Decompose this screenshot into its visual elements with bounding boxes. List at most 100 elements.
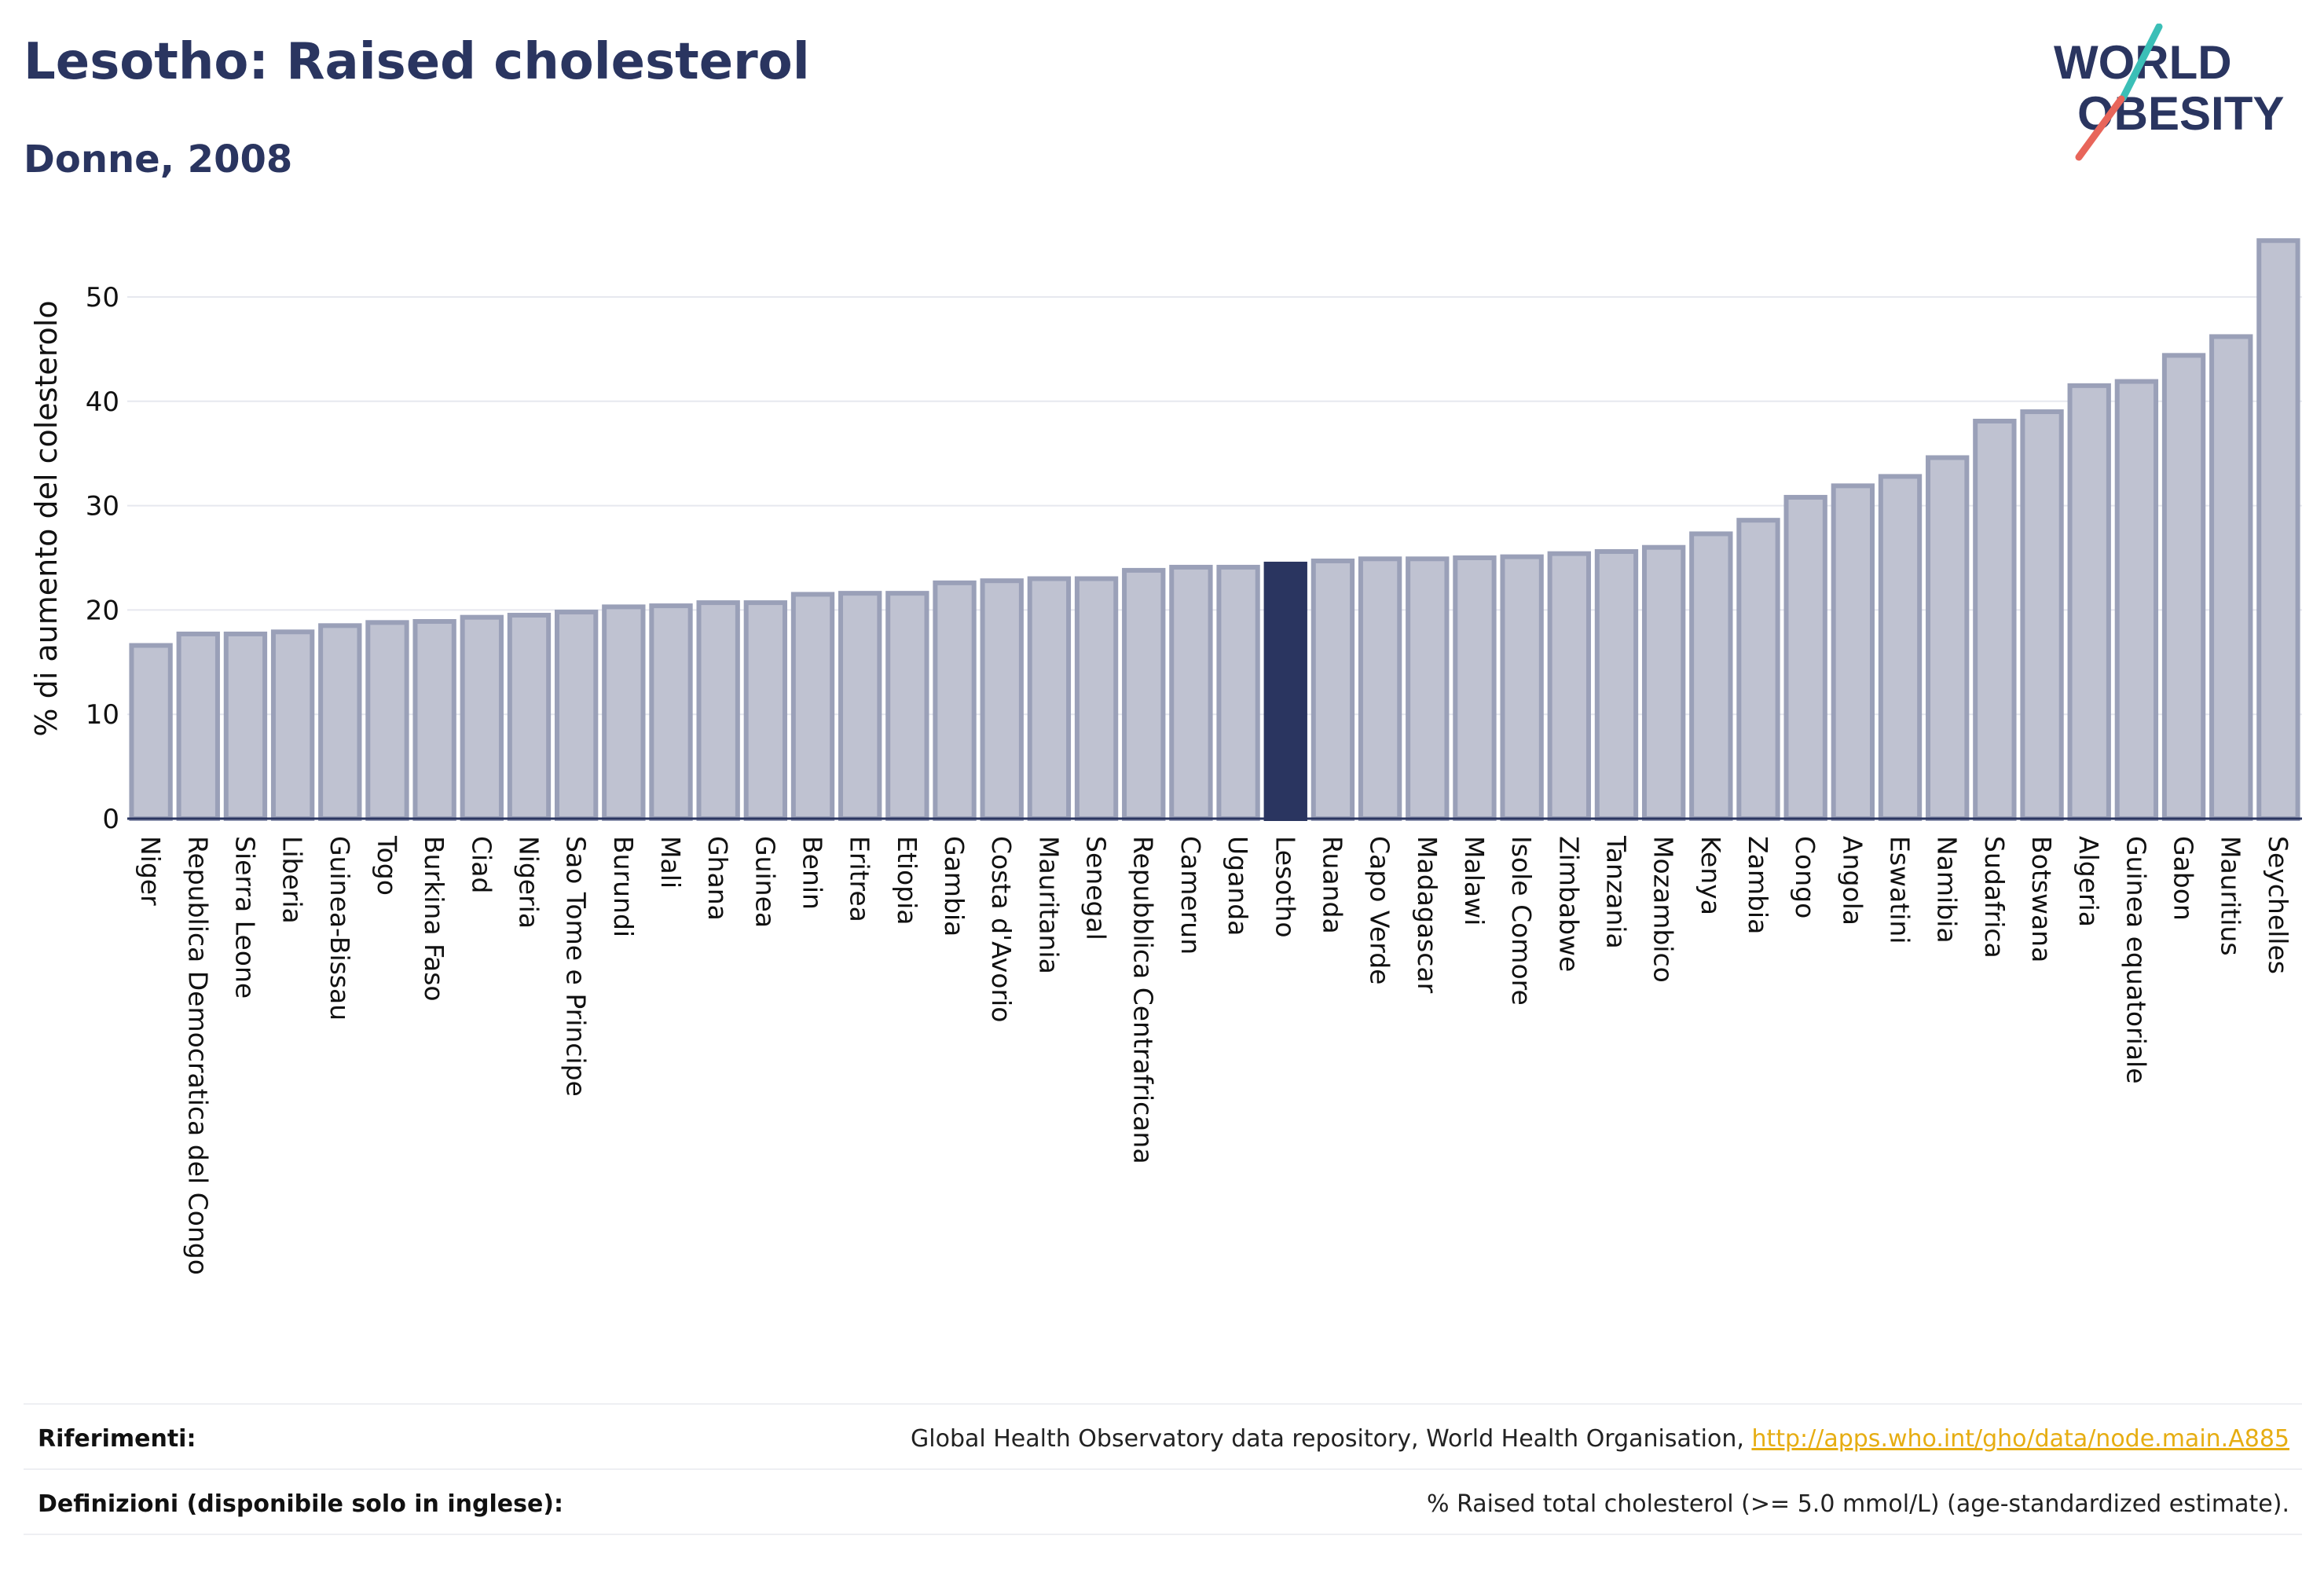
bar-lesotho[interactable] — [1263, 561, 1307, 821]
bar-madagascar[interactable] — [1406, 556, 1450, 822]
bar-guinea-equatoriale[interactable] — [2114, 379, 2159, 822]
bar-botswana[interactable] — [2020, 409, 2064, 821]
x-axis-labels: Niger Republica Democratica del Congo Sier… — [135, 835, 2293, 1275]
bar-mali[interactable] — [649, 603, 693, 821]
x-tick-label: Malawi — [1459, 836, 1490, 925]
x-tick-label: Tanzania — [1600, 835, 1631, 949]
chart-subtitle: Donne, 2008 — [24, 137, 293, 181]
x-tick-label: Costa d'Avorio — [986, 836, 1017, 1022]
bar-costa-d-avorio[interactable] — [980, 578, 1024, 821]
x-tick-label: Sierra Leone — [229, 836, 260, 999]
bar-seychelles[interactable] — [2256, 238, 2300, 821]
x-tick-label: Isole Comore — [1506, 836, 1537, 1006]
bar-ruanda[interactable] — [1310, 558, 1355, 821]
bar-burkina-faso[interactable] — [412, 618, 456, 822]
x-tick-label: Sudafrica — [1979, 836, 2010, 958]
bar-eritrea[interactable] — [838, 591, 882, 821]
x-tick-label: Mauritius — [2216, 836, 2246, 956]
bar-zimbabwe[interactable] — [1547, 551, 1591, 821]
bar-ghana[interactable] — [696, 600, 740, 821]
x-tick-label: Gambia — [939, 836, 970, 936]
y-tick-label: 0 — [102, 804, 119, 835]
x-tick-label: Liberia — [277, 836, 308, 924]
logo-slash-teal — [2119, 24, 2163, 102]
x-tick-label: Guinea equatoriale — [2121, 836, 2151, 1084]
x-tick-label: Burkina Faso — [419, 836, 449, 1002]
bar-isole-comore[interactable] — [1500, 554, 1544, 821]
x-tick-label: Ghana — [702, 836, 733, 921]
bar-sierra-leone[interactable] — [223, 631, 268, 821]
chart-title: Lesotho: Raised cholesterol — [24, 33, 810, 91]
x-tick-label: Kenya — [1695, 836, 1726, 915]
bar-chart: 0 10 20 30 40 50 Niger Republica Democratica d… — [29, 238, 2302, 1275]
references-value: Global Health Observatory data repositor… — [911, 1425, 2289, 1453]
x-tick-label: Congo — [1790, 836, 1820, 918]
bar-ciad[interactable] — [460, 614, 504, 821]
x-tick-label: Lesotho — [1270, 836, 1300, 938]
x-tick-label: Etiopia — [892, 836, 922, 925]
bar-zambia[interactable] — [1736, 518, 1780, 821]
x-tick-label: Namibia — [1932, 836, 1963, 944]
x-tick-label: Capo Verde — [1365, 836, 1395, 984]
bars — [129, 238, 2300, 822]
bar-sao-tome-e-principe[interactable] — [554, 610, 599, 821]
x-tick-label: Togo — [372, 835, 402, 896]
logo-slash-red — [2075, 95, 2125, 161]
definitions-value: % Raised total cholesterol (>= 5.0 mmol/… — [1427, 1490, 2289, 1518]
bar-malawi[interactable] — [1453, 555, 1497, 822]
bar-niger[interactable] — [129, 643, 173, 821]
bar-uganda[interactable] — [1216, 564, 1260, 821]
bar-liberia[interactable] — [270, 629, 315, 822]
x-tick-label: Uganda — [1222, 836, 1253, 936]
world-obesity-logo: WORLD OBESITY — [2054, 24, 2284, 161]
bar-togo[interactable] — [365, 620, 409, 822]
x-tick-label: Sao Tome e Principe — [561, 836, 592, 1097]
bar-sudafrica[interactable] — [1973, 419, 2017, 821]
bar-mauritania[interactable] — [1027, 576, 1072, 822]
x-tick-label: Madagascar — [1412, 836, 1442, 994]
x-tick-label: Eswatini — [1885, 836, 1915, 944]
bar-republica-democratica-del-congo[interactable] — [176, 631, 220, 821]
x-tick-label: Benin — [797, 836, 828, 910]
x-tick-label: Algeria — [2073, 836, 2104, 927]
bar-benin[interactable] — [790, 592, 835, 821]
bar-kenya[interactable] — [1689, 531, 1733, 821]
y-tick-label: 10 — [86, 699, 119, 731]
x-tick-label: Burundi — [608, 836, 639, 937]
bar-eswatini[interactable] — [1878, 474, 1923, 822]
bar-senegal[interactable] — [1074, 576, 1119, 822]
x-tick-label: Zimbabwe — [1553, 836, 1584, 972]
references-text: Global Health Observatory data repositor… — [911, 1425, 1752, 1453]
bar-gambia[interactable] — [933, 580, 977, 821]
bar-tanzania[interactable] — [1594, 549, 1639, 821]
bar-nigeria[interactable] — [507, 613, 552, 821]
bar-camerun[interactable] — [1169, 564, 1213, 821]
x-tick-label: Seychelles — [2263, 836, 2293, 974]
bar-gabon[interactable] — [2161, 353, 2206, 821]
bar-capo-verde[interactable] — [1358, 556, 1402, 822]
x-tick-label: Ruanda — [1317, 836, 1347, 934]
bar-mozambico[interactable] — [1641, 544, 1686, 822]
footer-divider-mid — [24, 1468, 2302, 1470]
bar-guinea[interactable] — [743, 600, 788, 821]
x-tick-label: Mozambico — [1648, 836, 1679, 983]
x-tick-label: Republica Democratica del Congo — [182, 836, 213, 1275]
bar-guinea-bissau[interactable] — [318, 623, 362, 821]
bar-algeria[interactable] — [2067, 383, 2111, 821]
bar-etiopia[interactable] — [885, 591, 929, 821]
bar-repubblica-centrafricana[interactable] — [1122, 567, 1166, 821]
references-label: Riferimenti: — [38, 1425, 196, 1453]
x-tick-label: Guinea-Bissau — [324, 836, 355, 1021]
references-link[interactable]: http://apps.who.int/gho/data/node.main.A… — [1751, 1425, 2289, 1453]
x-tick-label: Mali — [655, 836, 686, 889]
bar-burundi[interactable] — [602, 604, 646, 821]
x-tick-label: Gabon — [2168, 836, 2199, 921]
bar-angola[interactable] — [1831, 483, 1875, 822]
y-tick-label: 20 — [86, 595, 119, 626]
bar-namibia[interactable] — [1926, 455, 1970, 821]
y-tick-label: 40 — [86, 387, 119, 418]
bar-mauritius[interactable] — [2209, 334, 2253, 821]
x-tick-label: Eritrea — [845, 836, 875, 922]
x-tick-label: Senegal — [1081, 836, 1112, 940]
bar-congo[interactable] — [1783, 494, 1827, 822]
